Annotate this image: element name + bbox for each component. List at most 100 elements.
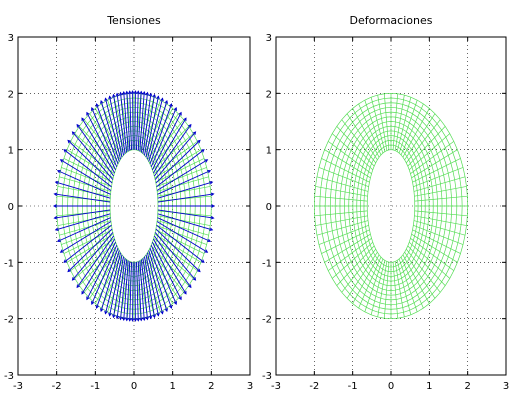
stress-vector-head bbox=[67, 268, 72, 273]
stress-vector-head bbox=[67, 139, 72, 144]
mesh-spoke bbox=[316, 220, 369, 236]
mesh-spoke bbox=[66, 149, 114, 179]
mesh-spoke bbox=[157, 220, 209, 236]
stress-vector bbox=[145, 254, 159, 316]
deformaciones-plot: Deformaciones -3 -2 -1 0 1 2 3 -3 -2 -1 0 1 2 3 bbox=[262, 14, 509, 392]
stress-vector bbox=[153, 235, 192, 288]
stress-vector-head bbox=[59, 249, 64, 253]
stress-vector-head bbox=[164, 99, 168, 104]
x-tick-label: -2 bbox=[309, 381, 319, 392]
mesh-spoke bbox=[408, 241, 450, 279]
stress-vector-head bbox=[183, 117, 187, 122]
grid bbox=[276, 37, 506, 375]
mesh-spoke bbox=[402, 108, 430, 158]
stress-vector-head bbox=[76, 123, 81, 128]
stress-vector-head bbox=[108, 95, 112, 100]
mesh-spoke bbox=[414, 215, 467, 226]
stress-vector bbox=[132, 262, 134, 321]
mesh-spoke bbox=[413, 220, 466, 236]
stress-vector-head bbox=[130, 318, 135, 322]
stress-vector-head bbox=[192, 131, 197, 136]
stress-vector-head bbox=[156, 312, 160, 317]
mesh-spoke bbox=[400, 103, 424, 156]
mesh-spoke bbox=[392, 262, 399, 319]
stress-vector bbox=[134, 262, 136, 321]
stress-vector-head bbox=[71, 131, 76, 136]
stress-vector-head bbox=[71, 276, 76, 281]
mesh-spoke bbox=[315, 215, 368, 226]
stress-vector bbox=[137, 261, 142, 321]
stress-vector bbox=[148, 100, 168, 162]
stress-vector bbox=[86, 242, 117, 300]
stress-vector bbox=[100, 250, 120, 312]
mesh-spoke bbox=[154, 149, 202, 179]
stress-vector bbox=[157, 181, 213, 199]
stress-vector-head bbox=[104, 310, 108, 315]
stress-vector bbox=[120, 259, 128, 320]
mesh-spoke bbox=[145, 108, 173, 158]
stress-vector bbox=[55, 181, 111, 199]
stress-vector-head bbox=[100, 99, 104, 104]
mesh-spoke bbox=[413, 176, 466, 192]
mesh-spoke bbox=[396, 260, 412, 315]
mesh-spoke bbox=[145, 254, 173, 304]
mesh-spoke bbox=[413, 224, 464, 245]
stress-vector-head bbox=[112, 93, 116, 98]
stress-vector-head bbox=[148, 315, 153, 320]
stress-vector-head bbox=[100, 308, 104, 313]
stress-vector bbox=[63, 224, 112, 263]
stress-vector bbox=[126, 261, 131, 321]
stress-vector bbox=[54, 193, 111, 203]
stress-vector bbox=[100, 100, 120, 162]
mesh-spoke bbox=[147, 251, 179, 299]
stress-vector bbox=[91, 107, 118, 168]
mesh-spoke bbox=[318, 224, 369, 245]
mesh-spoke bbox=[89, 251, 121, 299]
stress-vector-head bbox=[95, 103, 100, 108]
stress-vector-head bbox=[210, 215, 215, 220]
stress-vector-head bbox=[204, 159, 209, 163]
mesh-spoke bbox=[412, 158, 461, 183]
stress-vector-head bbox=[178, 296, 182, 301]
mesh-spoke bbox=[406, 119, 441, 164]
y-tick-label: 2 bbox=[266, 89, 272, 100]
stress-vector-head bbox=[204, 249, 209, 253]
stress-vector bbox=[63, 149, 112, 188]
mesh-spoke bbox=[412, 229, 461, 254]
stress-vector-head bbox=[56, 238, 61, 243]
stress-vector bbox=[139, 260, 145, 321]
stress-vector-head bbox=[127, 317, 132, 322]
stress-vector bbox=[72, 232, 114, 281]
stress-vector-head bbox=[152, 314, 156, 319]
y-tick-label: -3 bbox=[4, 371, 14, 382]
stress-vector bbox=[81, 117, 115, 174]
x-tick-label: 1 bbox=[169, 381, 175, 392]
mesh-spoke bbox=[396, 97, 412, 152]
x-tick-labels: -3 -2 -1 0 1 2 3 bbox=[13, 37, 253, 392]
stress-vector-head bbox=[52, 204, 57, 208]
mesh-spoke bbox=[315, 186, 368, 197]
mesh-spoke bbox=[377, 261, 388, 318]
x-tick-label: 3 bbox=[503, 381, 509, 392]
mesh-spoke bbox=[107, 258, 127, 312]
stress-vector bbox=[116, 93, 126, 154]
mesh-spoke bbox=[63, 158, 113, 183]
stress-vector-head bbox=[160, 97, 164, 102]
stress-vector bbox=[150, 244, 177, 305]
stress-vector-head bbox=[200, 149, 205, 153]
stress-vector bbox=[156, 159, 208, 191]
x-tick-label: 0 bbox=[131, 381, 137, 392]
mesh-spoke bbox=[408, 133, 450, 171]
y-tick-label: 3 bbox=[266, 33, 272, 44]
stress-vector-head bbox=[173, 107, 178, 111]
stress-vector bbox=[136, 262, 139, 321]
mesh-spoke bbox=[66, 233, 114, 263]
mesh-spoke bbox=[155, 229, 205, 254]
mesh-spoke bbox=[346, 251, 378, 299]
stress-vector-head bbox=[122, 317, 126, 321]
mesh-spoke bbox=[406, 248, 441, 293]
stress-vector bbox=[60, 221, 112, 253]
stress-vector-head bbox=[200, 259, 205, 263]
mesh-spoke bbox=[400, 256, 424, 309]
mesh-spoke bbox=[346, 113, 378, 161]
